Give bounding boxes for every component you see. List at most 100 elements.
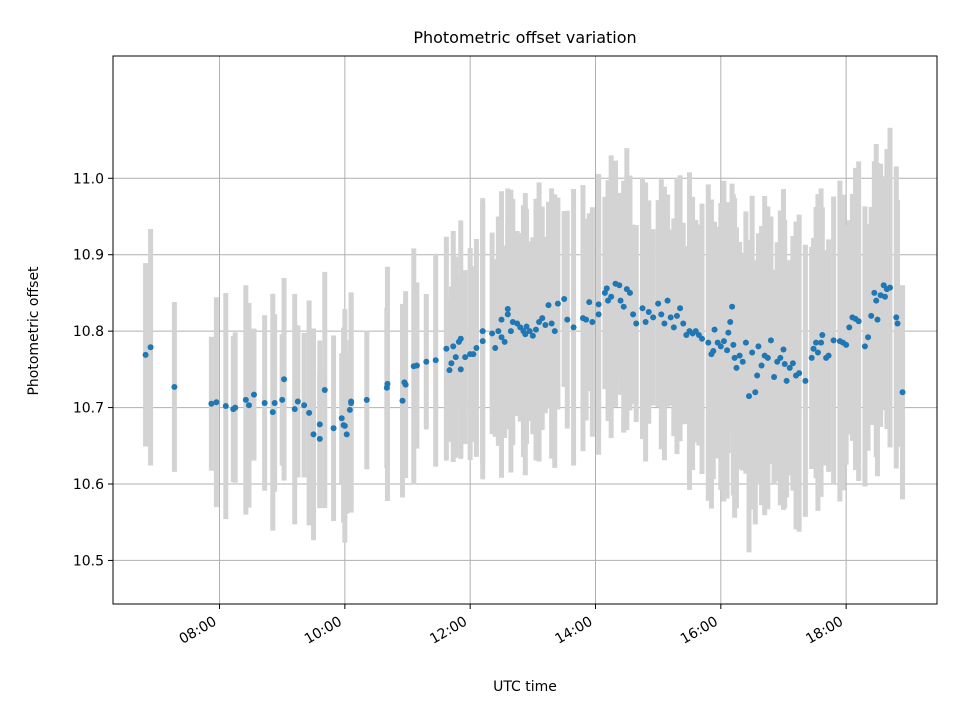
data-point xyxy=(777,354,784,361)
data-point xyxy=(498,334,505,341)
data-point xyxy=(171,383,178,390)
data-point xyxy=(450,343,457,350)
y-tick-label: 10.6 xyxy=(73,477,104,493)
data-point xyxy=(281,376,288,383)
data-point xyxy=(291,406,298,413)
y-axis-ticks: 10.5 10.6 10.7 10.8 10.9 11.0 xyxy=(73,171,113,569)
data-point xyxy=(522,331,529,338)
data-point xyxy=(843,341,850,348)
data-point xyxy=(147,344,154,351)
data-point xyxy=(655,300,662,307)
data-point xyxy=(710,348,717,355)
data-point xyxy=(213,399,220,406)
data-point xyxy=(446,367,453,374)
data-point xyxy=(819,331,826,338)
data-point xyxy=(554,300,561,307)
data-point xyxy=(301,402,308,409)
data-point xyxy=(861,343,868,350)
data-point xyxy=(523,323,530,330)
data-point xyxy=(667,314,674,321)
data-point xyxy=(893,314,900,321)
data-point xyxy=(881,293,888,300)
data-point xyxy=(545,302,552,309)
data-point xyxy=(616,282,623,289)
data-point xyxy=(443,345,450,352)
data-point xyxy=(664,297,671,304)
data-point xyxy=(727,318,734,325)
data-point xyxy=(542,322,549,329)
data-point xyxy=(261,399,268,406)
data-point xyxy=(271,399,278,406)
data-point xyxy=(739,358,746,365)
data-point xyxy=(645,309,652,316)
data-point xyxy=(808,354,815,361)
data-point xyxy=(711,326,718,333)
y-tick-label: 10.5 xyxy=(73,553,104,569)
data-point xyxy=(321,386,328,393)
data-point xyxy=(887,284,894,291)
data-point xyxy=(330,425,337,432)
data-point xyxy=(658,311,665,318)
data-point xyxy=(814,349,821,356)
data-point xyxy=(526,328,533,335)
data-point xyxy=(758,362,765,369)
data-point xyxy=(338,415,345,422)
data-point xyxy=(642,318,649,325)
data-point xyxy=(348,398,355,405)
data-point xyxy=(620,303,627,310)
data-point xyxy=(680,320,687,327)
data-point xyxy=(865,334,872,341)
data-point xyxy=(548,320,555,327)
chart-title: Photometric offset variation xyxy=(413,28,636,47)
data-point xyxy=(306,409,313,416)
data-point xyxy=(650,314,657,321)
data-point xyxy=(603,285,610,292)
data-point xyxy=(363,396,370,403)
data-point xyxy=(717,343,724,350)
data-point xyxy=(736,352,743,359)
data-point xyxy=(771,374,778,381)
data-point xyxy=(462,354,469,361)
x-axis-label: UTC time xyxy=(493,679,557,695)
data-point xyxy=(583,316,590,323)
data-point xyxy=(452,354,459,361)
data-point xyxy=(677,305,684,312)
data-point xyxy=(720,338,727,345)
data-point xyxy=(789,360,796,367)
data-point xyxy=(245,402,252,409)
data-point xyxy=(457,335,464,342)
data-point xyxy=(742,339,749,346)
data-point xyxy=(802,377,809,384)
data-point xyxy=(479,338,486,345)
data-point xyxy=(492,344,499,351)
data-point xyxy=(595,301,602,308)
data-point xyxy=(498,316,505,323)
data-point xyxy=(786,364,793,371)
data-point xyxy=(731,354,738,361)
data-point xyxy=(755,343,762,350)
data-point xyxy=(457,366,464,373)
data-point xyxy=(432,357,439,364)
data-point xyxy=(402,381,409,388)
data-point xyxy=(810,345,817,352)
data-point xyxy=(242,396,249,403)
data-point xyxy=(551,328,558,335)
data-point xyxy=(874,316,881,323)
data-point xyxy=(767,337,774,344)
data-point xyxy=(208,400,215,407)
data-point xyxy=(894,320,901,327)
data-point xyxy=(749,349,756,356)
data-point xyxy=(661,320,668,327)
y-tick-label: 10.7 xyxy=(73,401,104,417)
data-point xyxy=(316,421,323,428)
data-point xyxy=(384,380,391,387)
data-point xyxy=(780,346,787,353)
y-tick-label: 10.9 xyxy=(73,248,104,264)
data-point xyxy=(589,318,596,325)
data-point xyxy=(501,338,508,345)
data-point xyxy=(818,339,825,346)
data-point xyxy=(564,316,571,323)
data-point xyxy=(470,351,477,358)
data-point xyxy=(504,311,511,318)
data-point xyxy=(539,315,546,322)
